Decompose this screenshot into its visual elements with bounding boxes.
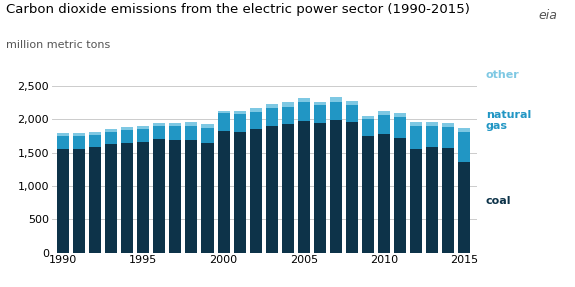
Bar (458, 132, 470, 162)
Bar (442, 123, 454, 127)
Bar (362, 136, 374, 253)
Bar (378, 111, 390, 115)
Bar (298, 98, 310, 102)
Bar (73, 149, 85, 253)
Bar (89, 132, 101, 135)
Text: Carbon dioxide emissions from the electric power sector (1990-2015): Carbon dioxide emissions from the electr… (6, 3, 470, 16)
Bar (185, 126, 197, 140)
Bar (410, 122, 422, 126)
Bar (105, 144, 117, 253)
Bar (346, 101, 358, 105)
Bar (266, 104, 278, 108)
Bar (458, 162, 470, 253)
Bar (170, 140, 181, 253)
Bar (250, 129, 262, 253)
Bar (121, 144, 133, 253)
Text: million metric tons: million metric tons (6, 40, 110, 50)
Bar (154, 139, 166, 253)
Bar (266, 108, 278, 126)
Bar (410, 126, 422, 149)
Bar (426, 126, 438, 147)
Bar (201, 143, 213, 253)
Text: eia: eia (539, 9, 558, 22)
Text: coal: coal (486, 196, 511, 206)
Bar (314, 123, 326, 253)
Bar (282, 102, 294, 107)
Bar (378, 134, 390, 253)
Bar (57, 136, 69, 149)
Bar (217, 110, 229, 113)
Bar (442, 127, 454, 148)
Bar (154, 126, 166, 139)
Bar (458, 127, 470, 132)
Bar (154, 123, 166, 126)
Bar (121, 130, 133, 144)
Bar (314, 102, 326, 105)
Bar (314, 105, 326, 123)
Bar (73, 136, 85, 149)
Bar (298, 102, 310, 121)
Bar (346, 122, 358, 253)
Bar (57, 133, 69, 136)
Bar (137, 129, 150, 142)
Bar (105, 132, 117, 144)
Bar (362, 119, 374, 136)
Bar (137, 126, 150, 129)
Bar (266, 126, 278, 253)
Bar (282, 107, 294, 124)
Bar (170, 123, 181, 126)
Bar (217, 113, 229, 131)
Bar (330, 97, 342, 102)
Bar (426, 121, 438, 126)
Bar (394, 138, 406, 253)
Bar (250, 108, 262, 112)
Bar (394, 113, 406, 117)
Bar (394, 117, 406, 138)
Bar (89, 135, 101, 147)
Bar (233, 111, 246, 115)
Bar (185, 121, 197, 126)
Bar (330, 102, 342, 120)
Bar (330, 120, 342, 253)
Bar (201, 124, 213, 128)
Bar (185, 140, 197, 253)
Bar (170, 126, 181, 140)
Bar (217, 131, 229, 253)
Bar (233, 132, 246, 253)
Bar (121, 127, 133, 130)
Text: other: other (486, 70, 520, 79)
Bar (105, 129, 117, 132)
Bar (282, 124, 294, 253)
Bar (250, 112, 262, 129)
Bar (426, 147, 438, 253)
Bar (378, 115, 390, 134)
Text: natural
gas: natural gas (486, 110, 531, 131)
Bar (362, 116, 374, 119)
Bar (57, 149, 69, 253)
Bar (137, 142, 150, 253)
Bar (442, 148, 454, 253)
Bar (201, 128, 213, 143)
Bar (89, 147, 101, 253)
Bar (346, 105, 358, 122)
Bar (233, 115, 246, 132)
Bar (410, 149, 422, 253)
Bar (73, 133, 85, 136)
Bar (298, 121, 310, 253)
